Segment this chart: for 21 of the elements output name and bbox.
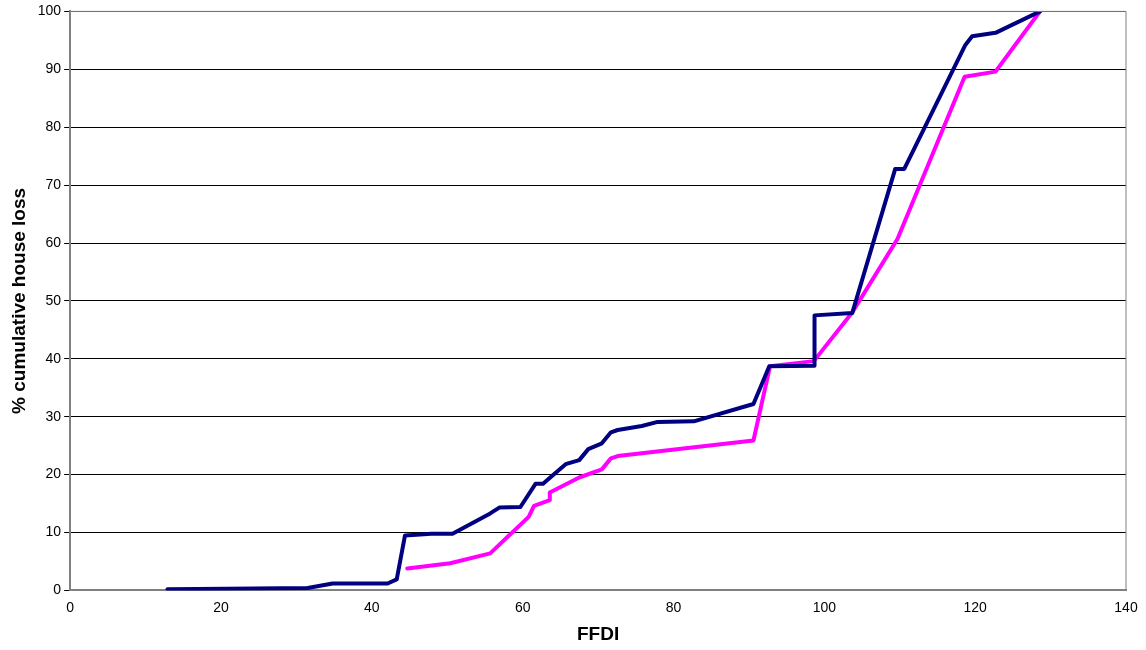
x-tick-label: 140 xyxy=(1114,598,1138,615)
x-tick-label: 40 xyxy=(364,598,380,615)
x-tick-label: 0 xyxy=(66,598,75,615)
y-axis-title: % cumulative house loss xyxy=(7,187,29,414)
y-tick-label: 90 xyxy=(45,60,62,77)
y-tick-label: 60 xyxy=(45,233,62,250)
y-tick-label: 70 xyxy=(45,175,62,192)
y-tick-label: 40 xyxy=(45,349,62,366)
y-tick-label: 10 xyxy=(45,523,62,540)
x-tick-label: 20 xyxy=(213,598,229,615)
y-tick-label: 100 xyxy=(37,2,62,19)
x-tick-label: 60 xyxy=(514,598,531,615)
x-tick-label: 100 xyxy=(812,598,837,615)
y-tick-label: 30 xyxy=(45,407,62,424)
y-tick-label: 0 xyxy=(53,581,62,598)
y-tick-label: 50 xyxy=(45,291,62,308)
x-tick-label: 80 xyxy=(665,598,682,615)
y-tick-label: 80 xyxy=(45,118,62,135)
x-tick-label: 120 xyxy=(963,598,988,615)
y-tick-label: 20 xyxy=(45,465,62,482)
x-axis-title: FFDI xyxy=(576,622,620,644)
